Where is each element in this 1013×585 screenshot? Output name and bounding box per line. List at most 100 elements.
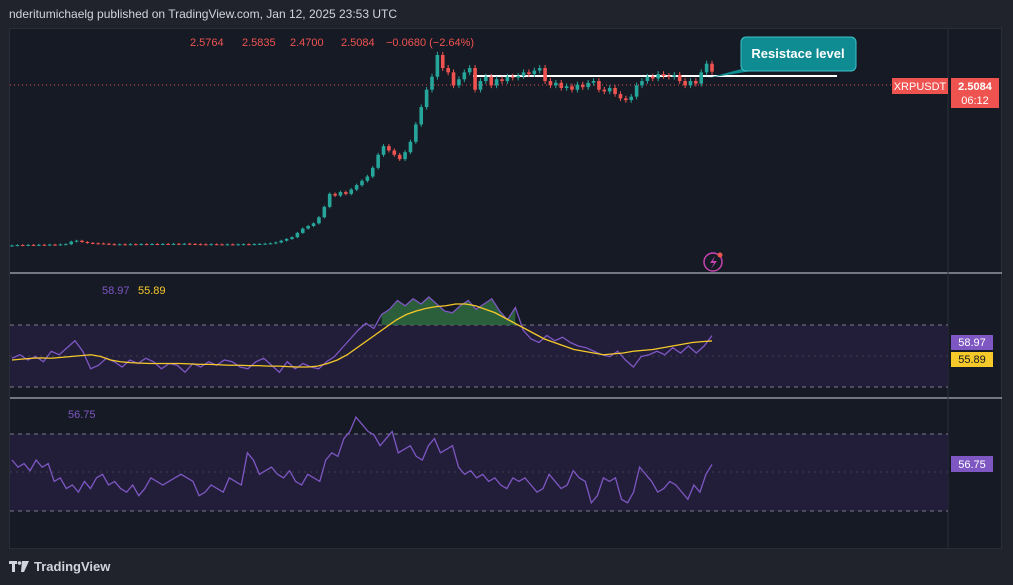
candle-body bbox=[521, 72, 526, 76]
candle-body bbox=[317, 217, 321, 224]
osc-line bbox=[11, 415, 713, 505]
candle-body bbox=[381, 146, 386, 155]
rsi-scale-tag-a bbox=[951, 335, 993, 350]
ohlc-change: −0.0680 (−2.64%) bbox=[386, 37, 474, 49]
candle-body bbox=[64, 244, 68, 246]
candle-body bbox=[311, 223, 316, 226]
candle-body bbox=[494, 79, 499, 86]
rsi-legend-a: 58.97 bbox=[102, 285, 130, 297]
candle-body bbox=[117, 244, 122, 246]
candle-body bbox=[160, 243, 165, 245]
candle-body bbox=[645, 76, 650, 82]
candle-body bbox=[80, 240, 84, 243]
ohlc-close: 2.5084 bbox=[341, 37, 375, 49]
candle-body bbox=[69, 241, 74, 245]
candle-body bbox=[672, 74, 677, 77]
candle-body bbox=[543, 68, 547, 82]
rsi-scale-label-a: 58.97 bbox=[958, 337, 986, 349]
rsi-legend-b: 55.89 bbox=[138, 285, 166, 297]
osc-legend: 56.75 bbox=[68, 409, 96, 421]
candle-body bbox=[333, 193, 337, 196]
candle-body bbox=[397, 154, 402, 160]
candle-body bbox=[473, 68, 477, 90]
lightning-icon-bolt bbox=[710, 256, 717, 269]
candle-body bbox=[10, 245, 14, 247]
candle-body bbox=[613, 87, 617, 95]
candle-body bbox=[500, 79, 504, 82]
price-tag[interactable] bbox=[951, 78, 999, 108]
annotation-box bbox=[740, 36, 857, 72]
candle-body bbox=[580, 84, 585, 88]
candle-body bbox=[225, 244, 230, 246]
candle-body bbox=[107, 243, 111, 245]
candle-body bbox=[268, 243, 273, 245]
candle-body bbox=[537, 68, 542, 71]
candle-body bbox=[177, 243, 181, 245]
candle-body bbox=[209, 244, 214, 246]
lightning-icon[interactable] bbox=[703, 252, 723, 272]
candle-body bbox=[564, 86, 569, 88]
candle-body bbox=[370, 167, 375, 177]
symbol-tag[interactable] bbox=[892, 78, 948, 94]
candle-body bbox=[90, 242, 95, 244]
candle-body bbox=[510, 76, 515, 78]
candle-body bbox=[112, 244, 117, 246]
candle-body bbox=[236, 244, 240, 246]
tradingview-footer[interactable]: TradingView bbox=[9, 559, 110, 574]
candle-body bbox=[290, 237, 294, 239]
annotation-text: Resistace level bbox=[751, 46, 844, 61]
candle-body bbox=[677, 74, 682, 82]
candle-body bbox=[554, 82, 558, 86]
candle-body bbox=[365, 176, 370, 181]
candle-body bbox=[338, 192, 343, 196]
candle-body bbox=[424, 89, 429, 108]
candle-body bbox=[634, 85, 639, 97]
candle-body bbox=[241, 244, 246, 246]
ohlc-low: 2.4700 bbox=[290, 37, 324, 49]
candle-body bbox=[155, 244, 160, 246]
candle-body bbox=[467, 68, 472, 73]
candle-body bbox=[640, 81, 644, 86]
candle-body bbox=[349, 189, 354, 194]
candle-body bbox=[144, 244, 149, 246]
candle-body bbox=[31, 244, 36, 246]
candle-body bbox=[419, 107, 424, 125]
candle-body bbox=[408, 141, 413, 153]
tradingview-logo-icon bbox=[9, 560, 29, 573]
candle-body bbox=[20, 245, 25, 247]
candle-body bbox=[322, 206, 327, 218]
candle-body bbox=[489, 76, 494, 86]
candle-body bbox=[360, 180, 364, 186]
candle-body bbox=[602, 89, 607, 92]
candle-body bbox=[661, 74, 666, 76]
resistance-annotation[interactable]: Resistace level bbox=[708, 36, 857, 78]
osc-scale-tag bbox=[951, 456, 993, 472]
symbol-tag-label: XRPUSDT bbox=[894, 81, 947, 93]
candle-body bbox=[430, 76, 434, 90]
candle-body bbox=[403, 152, 407, 160]
candle-body bbox=[37, 244, 41, 246]
candles bbox=[10, 51, 714, 247]
rsi-fill-area bbox=[381, 297, 516, 325]
candle-body bbox=[220, 244, 224, 246]
candle-body bbox=[354, 185, 359, 190]
candle-body bbox=[123, 244, 127, 246]
candle-body bbox=[575, 84, 580, 90]
candle-body bbox=[171, 243, 176, 245]
candle-body bbox=[214, 244, 219, 246]
candle-body bbox=[435, 55, 440, 77]
rsi-scale-tag-b bbox=[951, 352, 993, 367]
candle-body bbox=[182, 243, 187, 245]
candle-body bbox=[694, 81, 698, 84]
candle-body bbox=[376, 154, 380, 168]
price-tag-countdown: 06:12 bbox=[961, 95, 989, 107]
candle-body bbox=[15, 245, 20, 247]
candle-body bbox=[586, 82, 590, 88]
candle-body bbox=[300, 228, 305, 233]
candle-body bbox=[440, 55, 445, 69]
lightning-icon-dot bbox=[717, 252, 723, 258]
candle-body bbox=[414, 124, 418, 142]
rsi-overbought-fill bbox=[381, 297, 516, 325]
candle-body bbox=[527, 72, 531, 75]
